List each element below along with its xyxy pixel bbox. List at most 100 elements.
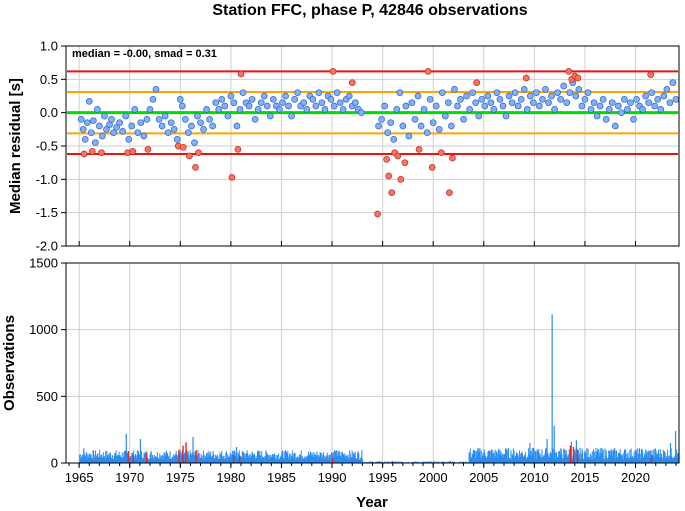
observation-bar <box>643 456 645 463</box>
x-tick-label: 2010 <box>520 470 549 485</box>
observation-bar <box>239 456 241 463</box>
observation-bar <box>144 452 146 463</box>
observation-bar <box>525 452 527 463</box>
observation-bar <box>603 459 605 463</box>
observations-plot-area <box>66 263 679 463</box>
observation-bar <box>390 461 392 463</box>
observation-bar <box>425 461 427 463</box>
observation-bar <box>497 450 499 463</box>
observation-bar <box>483 455 485 463</box>
residual-outlier-point <box>195 149 202 157</box>
observation-bar <box>308 455 310 463</box>
residual-point <box>584 89 592 97</box>
observation-bar <box>414 461 416 463</box>
observation-bar <box>81 455 83 463</box>
observation-bar <box>154 458 156 463</box>
observation-bar <box>396 461 398 463</box>
observation-bar <box>317 458 319 463</box>
observation-bar <box>229 452 231 463</box>
residual-point <box>617 109 625 117</box>
observation-bar <box>179 454 181 463</box>
observation-bar <box>665 458 667 463</box>
observation-bar <box>596 455 598 463</box>
observation-bar <box>432 461 434 463</box>
observation-bar <box>468 451 470 463</box>
observation-bar <box>283 459 285 463</box>
observation-bar <box>437 461 439 463</box>
residual-point <box>457 95 464 103</box>
observation-bar <box>644 456 646 463</box>
residual-outlier-point <box>522 74 530 82</box>
observation-bar <box>394 461 396 463</box>
observation-bar <box>525 457 527 463</box>
observation-bar <box>354 451 356 463</box>
observation-bar <box>639 447 641 463</box>
observation-bar <box>540 458 542 463</box>
observation-bar <box>630 448 632 463</box>
observation-bar <box>79 454 81 463</box>
observation-bar <box>651 454 653 463</box>
observation-bar <box>566 454 568 463</box>
observation-bar <box>544 453 546 463</box>
observation-bar <box>91 457 93 463</box>
observation-bar <box>502 457 504 463</box>
observation-bar <box>187 453 189 463</box>
observation-bar <box>279 458 281 463</box>
observation-bar <box>563 448 565 463</box>
observation-bar <box>249 454 251 463</box>
observation-bar <box>471 453 473 463</box>
observation-bar-peak <box>336 450 338 463</box>
observation-bar <box>501 456 503 463</box>
observation-bar <box>222 455 224 463</box>
observation-bar <box>447 461 449 463</box>
observation-bar <box>611 456 613 463</box>
residual-y-axis-label: Median residual [s] <box>7 78 24 214</box>
observation-bar <box>205 457 207 463</box>
residual-outlier-point <box>449 154 456 162</box>
observation-bar <box>527 456 529 463</box>
x-tick-label: 1995 <box>368 470 397 485</box>
observation-bar <box>574 452 576 463</box>
observation-bar <box>630 456 632 463</box>
observation-bar <box>289 459 291 463</box>
observation-bar <box>676 449 678 463</box>
observation-bar <box>653 456 655 463</box>
observation-bar <box>665 456 667 463</box>
observation-bar <box>297 456 299 463</box>
observation-bar <box>533 448 535 463</box>
residual-point <box>182 115 189 123</box>
residual-outlier-point <box>383 155 391 163</box>
residual-point <box>197 119 204 127</box>
observations-y-tick-label: 500 <box>36 389 58 404</box>
observation-bar <box>501 454 503 463</box>
observation-bar <box>523 455 525 463</box>
residual-point <box>669 79 677 87</box>
observation-bar <box>151 458 153 463</box>
observation-bar <box>627 452 629 463</box>
observation-bar <box>512 448 514 463</box>
observation-bar <box>133 459 135 463</box>
observation-bar <box>272 457 274 463</box>
observation-bar-peak <box>553 425 555 463</box>
observation-bar <box>197 450 199 463</box>
observation-bar <box>111 455 113 463</box>
observation-bar <box>542 455 544 463</box>
observation-bar <box>676 453 678 463</box>
observation-bar <box>311 452 313 463</box>
observation-bar <box>318 455 320 463</box>
residual-point <box>200 125 207 133</box>
observation-bar <box>211 456 213 463</box>
x-tick-label: 2020 <box>621 470 650 485</box>
observation-bar <box>349 453 351 463</box>
observation-bar <box>629 449 631 463</box>
observation-bar <box>84 453 86 463</box>
observation-bar <box>642 457 644 463</box>
observation-bar <box>479 448 481 463</box>
observation-bar <box>116 456 118 463</box>
observation-bar <box>589 457 591 463</box>
observation-bar <box>423 461 425 463</box>
observation-bar <box>361 459 363 463</box>
residual-point <box>294 89 301 97</box>
residual-y-tick-label: 0.5 <box>40 72 58 87</box>
observation-bar <box>176 455 178 463</box>
